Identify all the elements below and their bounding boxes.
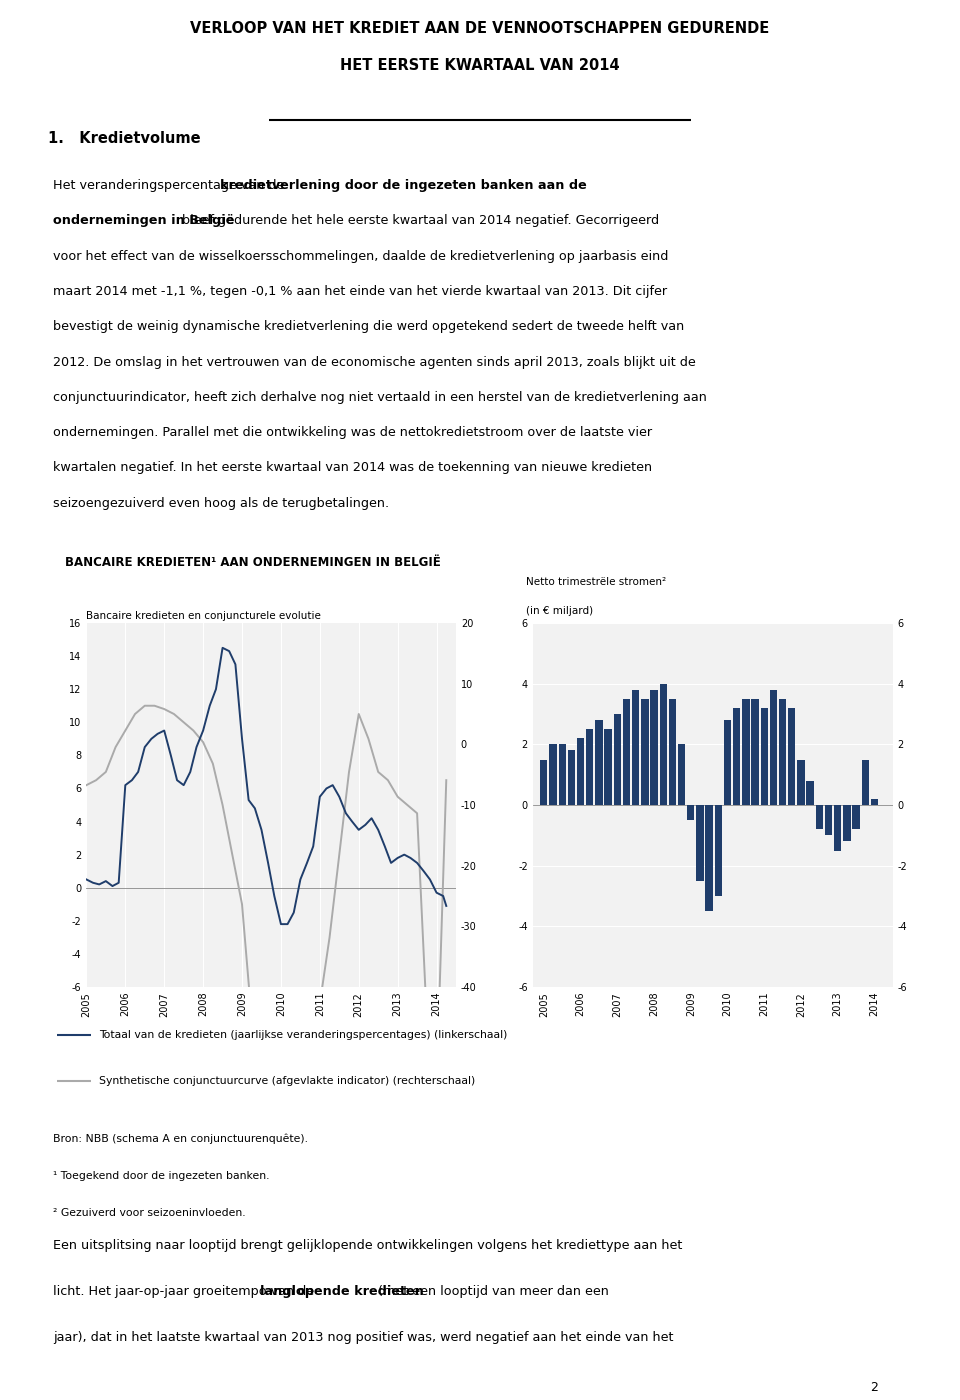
- Bar: [806, 781, 814, 805]
- Bar: [650, 690, 658, 805]
- Bar: [871, 799, 878, 805]
- Text: Bancaire kredieten en conjuncturele evolutie: Bancaire kredieten en conjuncturele evol…: [86, 610, 322, 620]
- Text: (in € miljard): (in € miljard): [526, 606, 592, 616]
- Bar: [559, 745, 565, 805]
- Bar: [669, 699, 676, 805]
- Bar: [660, 683, 667, 805]
- Text: Het veranderingspercentage van de: Het veranderingspercentage van de: [53, 179, 288, 192]
- Bar: [861, 759, 869, 805]
- Bar: [623, 699, 630, 805]
- Bar: [678, 745, 685, 805]
- Bar: [641, 699, 649, 805]
- Text: (met een looptijd van meer dan een: (met een looptijd van meer dan een: [374, 1285, 609, 1298]
- Bar: [577, 738, 585, 805]
- Bar: [843, 805, 851, 841]
- Bar: [613, 714, 621, 805]
- Bar: [760, 708, 768, 805]
- Text: maart 2014 met -1,1 %, tegen -0,1 % aan het einde van het vierde kwartaal van 20: maart 2014 met -1,1 %, tegen -0,1 % aan …: [53, 286, 667, 298]
- Bar: [788, 708, 796, 805]
- Text: ¹ Toegekend door de ingezeten banken.: ¹ Toegekend door de ingezeten banken.: [53, 1170, 270, 1182]
- Bar: [779, 699, 786, 805]
- Bar: [770, 690, 777, 805]
- Text: jaar), dat in het laatste kwartaal van 2013 nog positief was, werd negatief aan : jaar), dat in het laatste kwartaal van 2…: [53, 1331, 673, 1344]
- Text: VERLOOP VAN HET KREDIET AAN DE VENNOOTSCHAPPEN GEDURENDE: VERLOOP VAN HET KREDIET AAN DE VENNOOTSC…: [190, 21, 770, 36]
- Text: Netto trimestrële stromen²: Netto trimestrële stromen²: [526, 577, 665, 587]
- Bar: [632, 690, 639, 805]
- Bar: [549, 745, 557, 805]
- Text: HET EERSTE KWARTAAL VAN 2014: HET EERSTE KWARTAAL VAN 2014: [340, 57, 620, 73]
- Text: Een uitsplitsing naar looptijd brengt gelijklopende ontwikkelingen volgens het k: Een uitsplitsing naar looptijd brengt ge…: [53, 1239, 683, 1252]
- Bar: [586, 729, 593, 805]
- Text: langlopende kredieten: langlopende kredieten: [259, 1285, 423, 1298]
- Text: Synthetische conjunctuurcurve (afgevlakte indicator) (rechterschaal): Synthetische conjunctuurcurve (afgevlakt…: [99, 1075, 475, 1085]
- Bar: [852, 805, 860, 829]
- Text: kwartalen negatief. In het eerste kwartaal van 2014 was de toekenning van nieuwe: kwartalen negatief. In het eerste kwarta…: [53, 462, 652, 475]
- Bar: [825, 805, 832, 836]
- Text: 2: 2: [870, 1380, 877, 1394]
- Text: Totaal van de kredieten (jaarlijkse veranderingspercentages) (linkerschaal): Totaal van de kredieten (jaarlijkse vera…: [99, 1030, 508, 1040]
- Bar: [605, 729, 612, 805]
- Text: ondernemingen. Parallel met die ontwikkeling was de nettokredietstroom over de l: ondernemingen. Parallel met die ontwikke…: [53, 426, 652, 440]
- Text: bevestigt de weinig dynamische kredietverlening die werd opgetekend sedert de tw: bevestigt de weinig dynamische kredietve…: [53, 321, 684, 333]
- Bar: [816, 805, 823, 829]
- Text: Bron: NBB (schema A en conjunctuurenquête).: Bron: NBB (schema A en conjunctuurenquêt…: [53, 1134, 308, 1145]
- Bar: [567, 750, 575, 805]
- Bar: [742, 699, 750, 805]
- Text: licht. Het jaar-op-jaar groeitempo van de: licht. Het jaar-op-jaar groeitempo van d…: [53, 1285, 318, 1298]
- Bar: [595, 720, 603, 805]
- Bar: [714, 805, 722, 896]
- Text: BANCAIRE KREDIETEN¹ AAN ONDERNEMINGEN IN BELGIË: BANCAIRE KREDIETEN¹ AAN ONDERNEMINGEN IN…: [65, 556, 441, 568]
- Bar: [687, 805, 694, 820]
- Bar: [540, 759, 547, 805]
- Bar: [706, 805, 713, 911]
- Text: kredietverlening door de ingezeten banken aan de: kredietverlening door de ingezeten banke…: [220, 179, 587, 192]
- Text: voor het effect van de wisselkoersschommelingen, daalde de kredietverlening op j: voor het effect van de wisselkoersschomm…: [53, 249, 668, 263]
- Bar: [752, 699, 758, 805]
- Text: seizoengezuiverd even hoog als de terugbetalingen.: seizoengezuiverd even hoog als de terugb…: [53, 497, 389, 510]
- Text: ondernemingen in België: ondernemingen in België: [53, 214, 234, 227]
- Text: 1.   Kredietvolume: 1. Kredietvolume: [48, 132, 201, 146]
- Text: ² Gezuiverd voor seizoeninvloeden.: ² Gezuiverd voor seizoeninvloeden.: [53, 1208, 246, 1218]
- Text: conjunctuurindicator, heeft zich derhalve nog niet vertaald in een herstel van d: conjunctuurindicator, heeft zich derhalv…: [53, 391, 707, 403]
- Bar: [834, 805, 841, 850]
- Bar: [696, 805, 704, 881]
- Bar: [724, 720, 732, 805]
- Bar: [798, 759, 804, 805]
- Text: 2012. De omslag in het vertrouwen van de economische agenten sinds april 2013, z: 2012. De omslag in het vertrouwen van de…: [53, 356, 696, 368]
- Text: bleef gedurende het hele eerste kwartaal van 2014 negatief. Gecorrigeerd: bleef gedurende het hele eerste kwartaal…: [178, 214, 660, 227]
- Bar: [733, 708, 740, 805]
